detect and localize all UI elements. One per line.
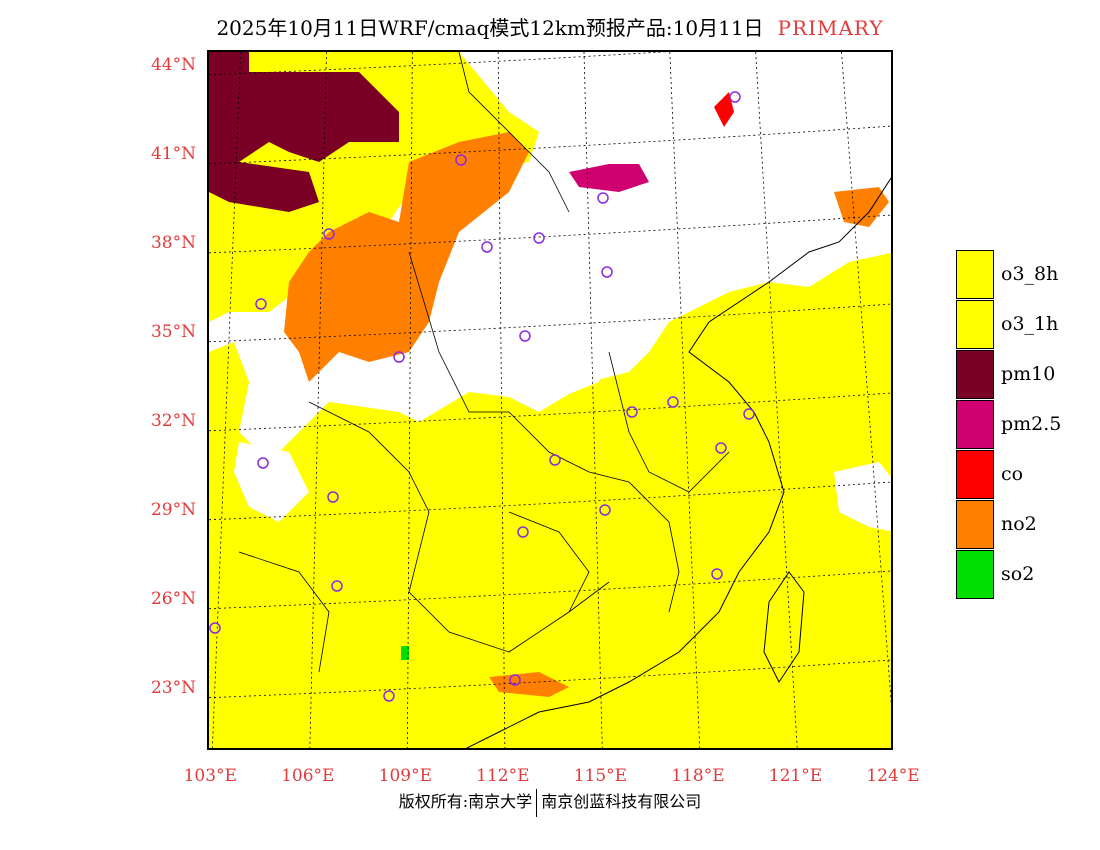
- title-main: 2025年10月11日WRF/cmaq模式12km预报产品:10月11日: [216, 16, 764, 40]
- footer-divider: [536, 788, 538, 817]
- clean-patch-east-sea: [834, 462, 891, 532]
- co-region: [714, 92, 734, 127]
- taiwan-outline: [763, 571, 805, 683]
- meridian-line: [212, 52, 242, 748]
- title-tag: PRIMARY: [777, 16, 884, 40]
- map-title: 2025年10月11日WRF/cmaq模式12km预报产品:10月11日 PRIM…: [0, 12, 1100, 41]
- copyright-owner: 版权所有:南京大学: [398, 792, 533, 811]
- no2-region-northeast: [834, 187, 889, 227]
- lat-tick-label: 26°N: [150, 588, 196, 609]
- copyright-footer: 版权所有:南京大学 南京创蓝科技有限公司: [0, 788, 1100, 817]
- legend-swatch: [956, 249, 994, 299]
- meridian-line: [841, 52, 891, 705]
- legend-item-so2: so2: [956, 549, 1076, 599]
- legend-swatch: [956, 299, 994, 349]
- legend-label: o3_8h: [1001, 263, 1059, 285]
- coastline: [465, 177, 891, 748]
- graticule: [209, 52, 891, 748]
- lon-tick-label: 121°E: [768, 766, 823, 786]
- lat-tick-label: 38°N: [150, 232, 196, 253]
- lat-tick-label: 44°N: [150, 54, 196, 75]
- legend-label: co: [1001, 463, 1024, 485]
- lon-tick-label: 118°E: [671, 766, 725, 786]
- lon-tick-label: 103°E: [183, 766, 237, 786]
- so2-region: [401, 646, 409, 660]
- lon-tick-label: 112°E: [476, 766, 530, 786]
- legend-label: o3_1h: [1001, 313, 1059, 335]
- legend-swatch: [956, 449, 994, 499]
- meridian-line: [583, 52, 603, 748]
- lat-tick-label: 23°N: [150, 677, 196, 698]
- pollutant-map: [207, 50, 893, 750]
- lat-tick-label: 29°N: [150, 499, 196, 520]
- meridian-line: [406, 52, 413, 748]
- lat-tick-label: 32°N: [150, 410, 196, 431]
- legend-item-pm10: pm10: [956, 349, 1076, 399]
- o3-region-south: [209, 252, 891, 748]
- map-canvas: [209, 52, 891, 748]
- legend-swatch: [956, 399, 994, 449]
- legend-swatch: [956, 349, 994, 399]
- lon-tick-label: 115°E: [573, 766, 628, 786]
- lat-tick-label: 35°N: [150, 321, 196, 342]
- meridian-line: [309, 52, 327, 748]
- no2-region: [284, 132, 529, 382]
- lat-tick-label: 41°N: [150, 143, 196, 164]
- pm25-region: [569, 164, 649, 192]
- lon-tick-label: 109°E: [378, 766, 432, 786]
- meridian-line: [497, 52, 506, 748]
- legend-swatch: [956, 549, 994, 599]
- clean-patch-north-china: [489, 322, 609, 402]
- legend-item-o3-1h: o3_1h: [956, 299, 1076, 349]
- city-markers: [209, 91, 755, 702]
- legend-label: pm2.5: [1001, 413, 1062, 435]
- lon-tick-label: 124°E: [866, 766, 920, 786]
- legend: o3_8h o3_1h pm10 pm2.5 co no2 so2: [956, 249, 1076, 599]
- province-borders: [238, 52, 730, 673]
- legend-label: pm10: [1001, 363, 1056, 385]
- legend-item-co: co: [956, 449, 1076, 499]
- meridian-line: [669, 52, 701, 748]
- legend-label: so2: [1001, 563, 1035, 585]
- pm10-region: [209, 52, 399, 212]
- legend-item-pm25: pm2.5: [956, 399, 1076, 449]
- lon-tick-label: 106°E: [281, 766, 335, 786]
- clean-patch-southwest: [234, 442, 309, 522]
- legend-item-no2: no2: [956, 499, 1076, 549]
- legend-item-o3-8h: o3_8h: [956, 249, 1076, 299]
- copyright-company: 南京创蓝科技有限公司: [541, 792, 702, 811]
- legend-label: no2: [1001, 513, 1037, 535]
- legend-swatch: [956, 499, 994, 549]
- meridian-line: [755, 52, 798, 748]
- no2-region-pearl-river: [489, 672, 569, 697]
